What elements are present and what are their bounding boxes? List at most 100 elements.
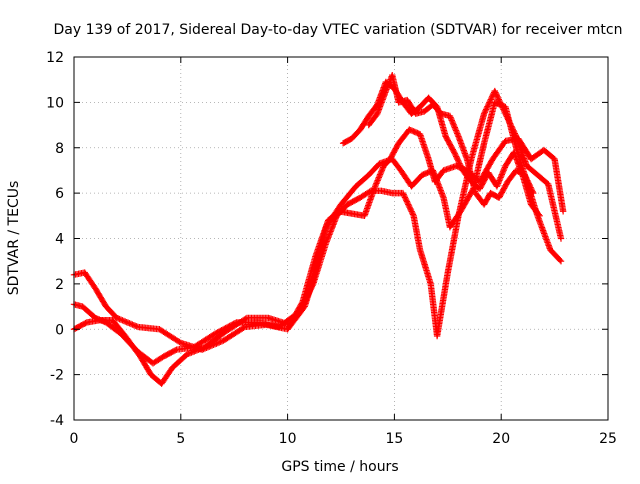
data-point xyxy=(493,183,501,190)
y-tick-label: 10 xyxy=(46,95,64,111)
data-point xyxy=(508,123,515,130)
data-point xyxy=(373,180,380,187)
x-tick-label: 0 xyxy=(70,431,79,447)
data-point xyxy=(456,160,463,167)
y-tick-label: -2 xyxy=(50,368,64,384)
data-point xyxy=(216,339,223,346)
data-point xyxy=(504,114,511,122)
data-point xyxy=(499,168,507,175)
data-point xyxy=(528,185,535,193)
data-point xyxy=(491,87,498,95)
data-point xyxy=(501,165,508,173)
data-point xyxy=(447,114,454,121)
data-point xyxy=(451,122,458,130)
x-tick-label: 15 xyxy=(385,431,403,447)
y-axis-label: SDTVAR / TECUs xyxy=(6,181,22,296)
data-point xyxy=(507,121,515,129)
data-point xyxy=(379,165,386,173)
data-point xyxy=(503,113,511,120)
data-point xyxy=(526,182,534,190)
data-point xyxy=(499,169,506,177)
data-point xyxy=(127,320,135,328)
data-point xyxy=(495,96,502,103)
data-point xyxy=(504,116,512,123)
data-point xyxy=(119,317,126,324)
data-point xyxy=(481,109,488,116)
data-point xyxy=(213,340,220,347)
data-point xyxy=(530,189,537,197)
data-point xyxy=(132,322,139,329)
data-point xyxy=(218,337,226,345)
data-point xyxy=(458,164,465,171)
data-point xyxy=(374,177,381,184)
data-point xyxy=(510,128,518,136)
data-point xyxy=(484,102,492,109)
data-point xyxy=(493,92,500,99)
data-point xyxy=(375,175,382,183)
data-point xyxy=(484,103,491,110)
y-tick-label: 0 xyxy=(55,322,64,338)
data-point xyxy=(482,106,490,113)
x-tick-label: 10 xyxy=(279,431,297,447)
y-tick-label: 12 xyxy=(46,50,64,66)
data-point xyxy=(498,172,505,180)
data-point xyxy=(494,93,501,100)
data-point xyxy=(494,94,502,102)
data-point xyxy=(494,180,502,187)
data-point xyxy=(405,202,413,210)
data-point xyxy=(496,97,503,105)
data-point xyxy=(378,168,385,175)
data-point xyxy=(492,89,499,96)
data-point xyxy=(497,174,504,181)
data-point xyxy=(500,167,507,174)
data-point xyxy=(483,104,490,112)
data-point xyxy=(376,172,383,180)
data-point xyxy=(172,347,179,354)
data-point xyxy=(450,121,457,128)
data-point xyxy=(451,150,459,157)
data-point xyxy=(557,257,565,265)
data-point xyxy=(456,161,464,169)
data-point xyxy=(487,96,494,103)
data-point xyxy=(502,111,510,119)
series-5 xyxy=(339,78,543,220)
data-point xyxy=(406,204,413,211)
data-point xyxy=(373,178,381,186)
data-point xyxy=(497,100,504,107)
data-point xyxy=(377,169,384,177)
y-tick-label: 6 xyxy=(55,186,64,202)
data-point xyxy=(505,117,513,125)
data-point xyxy=(126,320,133,327)
data-point xyxy=(488,93,496,100)
data-point xyxy=(485,100,492,107)
data-point xyxy=(495,178,502,186)
data-point xyxy=(454,131,462,139)
data-point xyxy=(457,163,464,170)
data-point xyxy=(535,211,542,218)
data-point xyxy=(556,256,564,264)
data-point xyxy=(403,198,411,205)
data-point xyxy=(451,124,459,131)
y-tick-label: -4 xyxy=(50,413,64,429)
data-point xyxy=(446,112,454,120)
data-point xyxy=(502,110,509,117)
x-tick-label: 25 xyxy=(599,431,617,447)
x-tick-label: 20 xyxy=(492,431,510,447)
data-point xyxy=(496,175,504,183)
data-point xyxy=(454,130,461,137)
data-point xyxy=(449,118,456,126)
data-point xyxy=(402,195,409,202)
data-point xyxy=(130,321,138,329)
data-point xyxy=(217,338,224,346)
data-point xyxy=(511,130,519,137)
data-point xyxy=(499,104,507,112)
data-point xyxy=(508,124,516,132)
data-point xyxy=(447,115,455,123)
data-point xyxy=(451,149,458,156)
data-point xyxy=(510,127,517,134)
data-point xyxy=(528,187,536,194)
data-point xyxy=(407,206,415,214)
data-point xyxy=(455,158,463,166)
data-point xyxy=(453,154,461,162)
data-point xyxy=(124,319,132,326)
